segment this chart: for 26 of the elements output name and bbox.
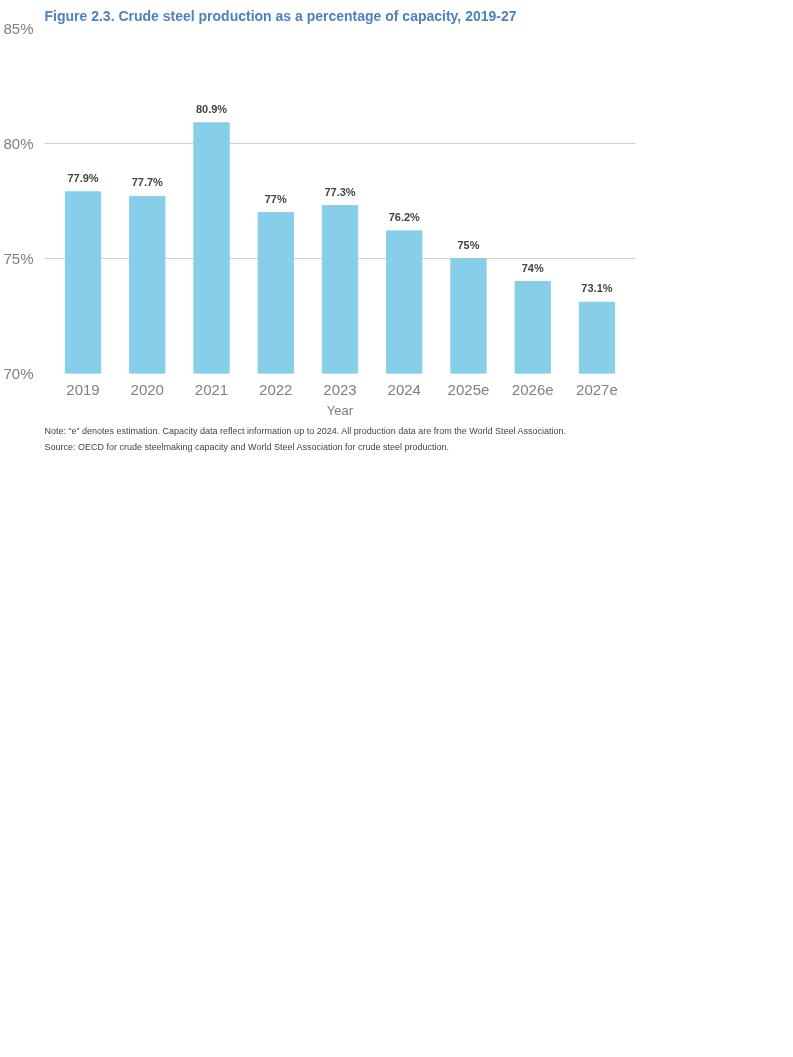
x-tick-label: 2022 [259,380,293,398]
y-tick-label: 75% [3,250,34,267]
x-tick-label: 2027e [576,380,618,398]
data-label: 77% [264,192,287,205]
chart-title: Figure 2.3. Crude steel production as a percentage of capacity, 2019-27 [44,7,517,24]
x-tick-label: 2023 [323,380,357,398]
x-tick-label: 2024 [387,380,421,398]
data-label: 73.1% [581,282,613,295]
y-tick-label: 85% [3,20,34,37]
text: Note: “e” denotes estimation. Capacity data reflect information up to 2024. All production data are from the World Steel Association. [44,425,567,436]
data-label: 77.7% [131,176,164,189]
x-tick-label: 2019 [66,380,100,398]
x-tick-label: 2020 [130,380,164,398]
x-tick-label: 2021 [194,380,229,398]
x-tick-label: 2026e [511,380,554,398]
x-axis-title: Year [326,402,354,418]
data-label: 76.2% [388,210,421,223]
data-label: 80.9% [195,102,228,115]
y-tick-label: 70% [3,365,34,382]
source-note: Source: OECD for crude steelmaking capacity and World Steel Association for crude steel production. [44,441,450,452]
data-label: 77.9% [67,171,99,184]
data-label: 75% [457,238,480,251]
x-tick-label: 2025e [447,380,490,398]
y-tick-label: 80% [3,135,34,152]
data-label: 74% [521,261,544,274]
data-label: 77.3% [324,185,356,198]
